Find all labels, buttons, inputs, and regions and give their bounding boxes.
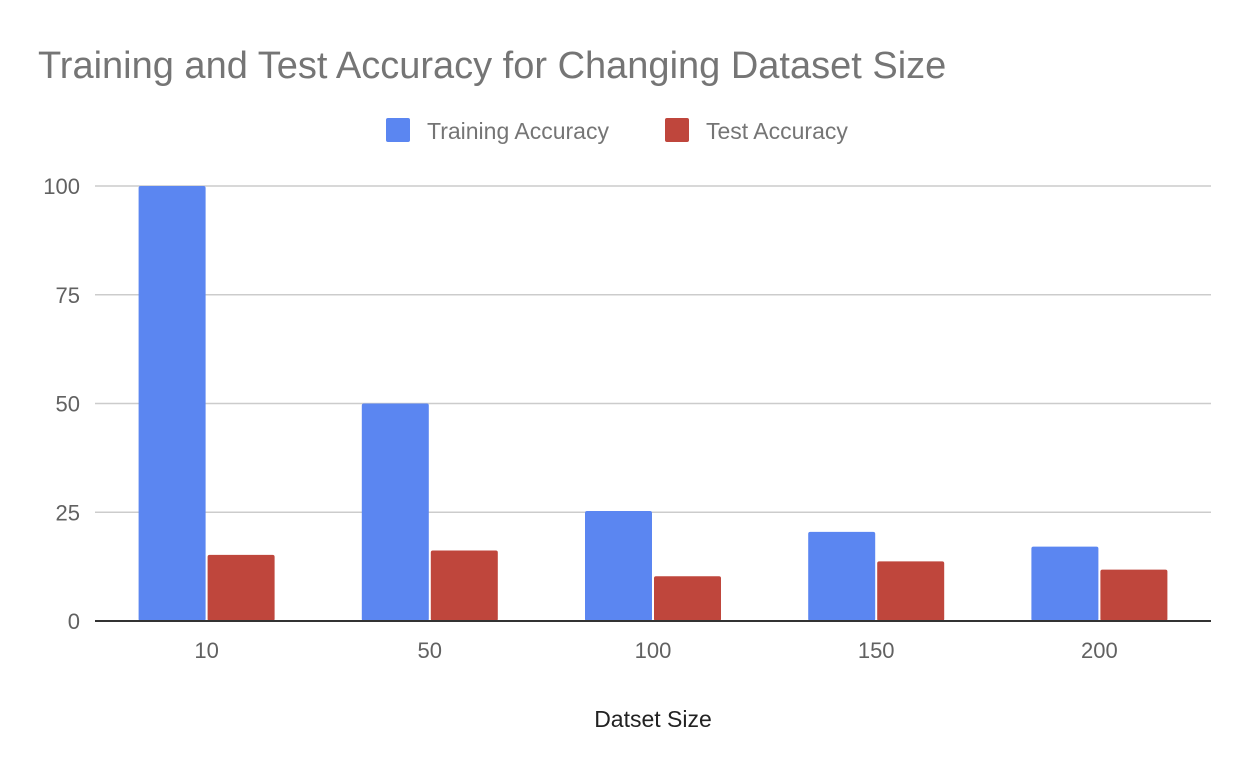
y-tick-label: 100 [43,174,80,199]
bar-test-200 [1100,569,1168,621]
bar-training-200 [1031,546,1099,621]
y-tick-label: 0 [68,609,80,634]
chart-title: Training and Test Accuracy for Changing … [38,45,946,87]
bar-test-50 [430,550,498,621]
y-tick-label: 50 [56,392,80,417]
x-tick-label: 150 [858,638,895,663]
x-tick-label: 50 [418,638,442,663]
x-axis-ticks: 10 50 100 150 200 [194,638,1117,663]
x-tick-label: 10 [194,638,218,663]
y-axis-ticks: 0 25 50 75 100 [43,174,80,634]
legend: Training Accuracy Test Accuracy [386,118,848,144]
bar-test-100 [654,576,721,621]
x-tick-label: 100 [635,638,672,663]
legend-label-training: Training Accuracy [427,118,609,144]
bar-training-50 [361,403,429,621]
legend-label-test: Test Accuracy [706,118,848,144]
legend-swatch-test [665,118,689,142]
bar-test-150 [877,561,945,621]
x-axis-title: Datset Size [594,706,712,732]
bar-test-10 [207,554,275,621]
bar-training-150 [808,531,876,621]
bar-training-100 [585,510,652,621]
y-tick-label: 25 [56,500,80,525]
legend-swatch-training [386,118,410,142]
y-tick-label: 75 [56,283,80,308]
bars [138,186,1168,621]
bar-training-10 [138,186,206,621]
x-tick-label: 200 [1081,638,1118,663]
gridlines [95,185,1211,513]
